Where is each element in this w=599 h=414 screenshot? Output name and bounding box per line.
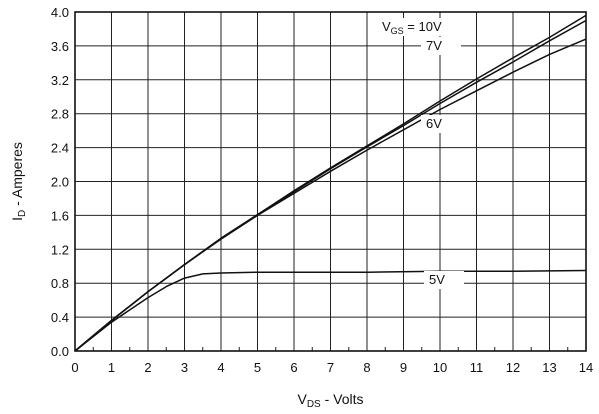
curve-label-6v: 6V xyxy=(426,116,442,131)
curve-6v xyxy=(74,38,587,352)
x-tick-label: 9 xyxy=(400,360,407,375)
x-tick-label: 7 xyxy=(327,360,334,375)
y-tick-label: 2.0 xyxy=(51,175,69,190)
x-tick-label: 0 xyxy=(71,360,78,375)
x-tick-label: 2 xyxy=(144,360,151,375)
curve-label-v-gs-10v: VGS = 10V xyxy=(382,19,442,36)
y-axis-title: ID - Amperes xyxy=(9,142,28,221)
x-axis-title: VDS - Volts xyxy=(297,391,363,410)
y-tick-label: 2.8 xyxy=(51,107,69,122)
y-tick-label: 3.6 xyxy=(51,39,69,54)
y-tick-label: 0.0 xyxy=(51,344,69,359)
x-tick-label: 14 xyxy=(579,360,593,375)
curve-labels: VGS = 10V 7V 6V 5V xyxy=(377,18,465,289)
y-tick-label: 1.2 xyxy=(51,242,69,257)
grid xyxy=(74,11,587,352)
x-tick-label: 11 xyxy=(470,360,484,375)
curve-label-5v: 5V xyxy=(429,272,445,287)
x-tick-label: 8 xyxy=(363,360,370,375)
plot-frame xyxy=(74,11,587,352)
y-tick-label: 2.4 xyxy=(51,141,69,156)
x-tick-label: 12 xyxy=(506,360,520,375)
curve-label-backing xyxy=(421,37,461,55)
x-tick-label: 10 xyxy=(433,360,447,375)
x-tick-label: 3 xyxy=(181,360,188,375)
x-tick-label: 5 xyxy=(254,360,261,375)
y-tick-label: 3.2 xyxy=(51,73,69,88)
x-tick-label: 4 xyxy=(217,360,224,375)
x-tick-labels: 0 1 2 3 4 5 6 7 8 9 10 11 12 13 14 xyxy=(71,360,593,375)
y-tick-label: 0.8 xyxy=(51,276,69,291)
curve-label-7v: 7V xyxy=(426,38,442,53)
y-tick-label: 0.4 xyxy=(51,310,69,325)
y-tick-label: 1.6 xyxy=(51,208,69,223)
curve-label-backing xyxy=(377,18,465,36)
curve-label-backing xyxy=(421,115,461,133)
y-tick-label: 4.0 xyxy=(51,5,69,20)
x-tick-label: 13 xyxy=(542,360,556,375)
x-tick-label: 6 xyxy=(290,360,297,375)
x-tick-label: 1 xyxy=(108,360,115,375)
y-tick-labels: 0.0 0.4 0.8 1.2 1.6 2.0 2.4 2.8 3.2 3.6 4.0 xyxy=(51,5,69,359)
curve-label-backing xyxy=(424,271,464,289)
